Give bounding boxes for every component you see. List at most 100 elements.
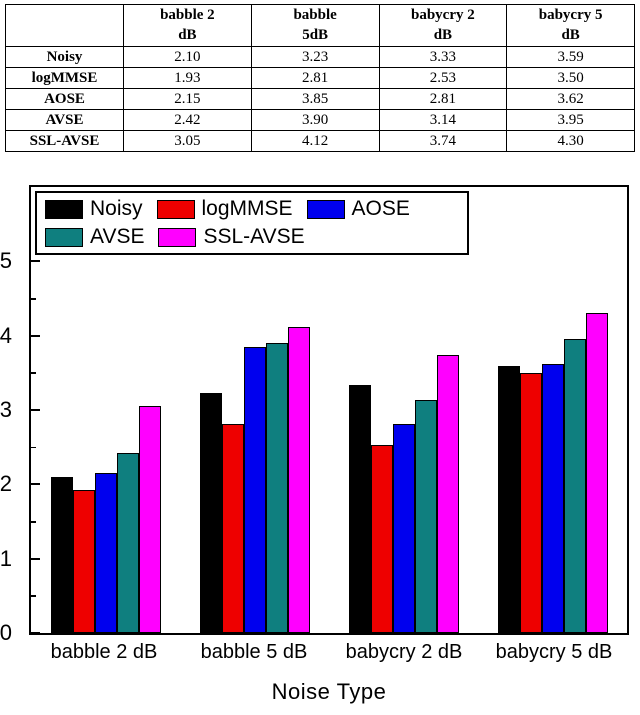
bar-group-4 [478,187,627,633]
table-cell-value: 3.62 [506,88,635,110]
legend-label: logMMSE [201,197,293,220]
x-category-labels: babble 2 dB babble 5 dB babycry 2 dB babycr… [29,641,629,664]
legend-label: SSL-AVSE [203,225,305,248]
table-cell-value: 3.23 [250,46,380,68]
table-cell-value: 3.14 [378,109,508,131]
y-tick-label: 3 [0,397,12,422]
bar-group-3 [329,187,478,633]
table-cell-value: 2.42 [123,109,252,131]
legend-swatch-logmmse [156,199,195,219]
table-row-label: AVSE [5,109,124,131]
table-cell-value: 3.74 [378,130,508,152]
legend-item-aose: AOSE [306,195,410,223]
bar-logmmse [519,372,542,633]
table-row-label: AOSE [5,88,124,110]
bar-ssl-avse [287,326,310,633]
table-cell-value: 3.95 [506,109,635,131]
y-major-tick [31,409,40,411]
bar-chart: Noisy logMMSE AOSE AVSE SSL-AVSE 0 1 2 3 4 5 babb… [0,183,640,715]
bar-avse [116,453,139,633]
bar-groups [31,187,627,633]
table-cell-value: 1.93 [123,67,252,89]
table-corner-cell [5,4,124,47]
table-cell-value: 4.12 [250,130,380,152]
y-minor-tick [31,595,36,597]
bar-noisy [348,385,371,633]
table-cell-value: 3.85 [250,88,380,110]
table-column-header: babble 2 dB [123,4,252,47]
y-tick-label: 1 [0,545,12,571]
y-minor-tick [31,521,36,523]
bar-aose [94,473,117,633]
table-header-row: babble 2 dB babble 5dB babycry 2 dB babycry… [5,4,635,47]
table-cell-value: 2.53 [378,67,508,89]
x-category-label: babble 5 dB [200,641,308,663]
legend-swatch-aose [306,199,345,219]
y-minor-tick [31,446,36,449]
x-category-label: babycry 5 dB [495,641,613,663]
table-cell-value: 2.15 [123,88,252,110]
y-minor-tick [31,372,36,374]
bar-avse [265,343,288,633]
bar-logmmse [72,489,95,633]
bar-ssl-avse [138,406,161,633]
table-cell-value: 3.90 [250,109,380,131]
y-major-tick [31,260,40,263]
x-category-label: babycry 2 dB [345,641,463,663]
table-row-label: Noisy [5,46,124,68]
results-table-section: babble 2 dB babble 5dB babycry 2 dB babycry… [0,0,640,152]
table-row-label: logMMSE [5,67,124,89]
results-table: babble 2 dB babble 5dB babycry 2 dB babycry… [5,4,635,152]
legend-label: Noisy [90,197,143,220]
y-tick-label: 0 [0,620,12,645]
bar-logmmse [221,424,244,633]
legend-item-logmmse: logMMSE [156,195,293,223]
bar-noisy [50,476,73,633]
legend-swatch-ssl-avse [158,227,197,247]
y-major-tick [31,334,40,337]
y-tick-label: 2 [0,471,12,497]
table-cell-value: 3.50 [506,67,635,89]
legend-label: AOSE [351,197,410,220]
legend-item-noisy: Noisy [45,195,143,223]
y-major-tick [31,632,40,634]
table-cell-value: 4.30 [506,130,635,152]
table-cell-value: 2.10 [123,46,252,68]
y-tick-label: 5 [0,248,12,274]
legend-swatch-avse [45,227,83,247]
y-minor-tick [31,298,36,300]
legend-item-ssl-avse: SSL-AVSE [158,223,305,251]
table-row: SSL-AVSE 3.05 4.12 3.74 4.30 [5,130,635,152]
table-column-header: babycry 2 dB [378,4,508,47]
y-major-tick [31,483,40,486]
chart-legend: Noisy logMMSE AOSE AVSE SSL-AVSE [35,191,469,255]
legend-swatch-noisy [45,199,83,219]
table-cell-value: 2.81 [250,67,380,89]
plot-area: Noisy logMMSE AOSE AVSE SSL-AVSE 0 1 2 3 4 5 [0,185,629,644]
y-major-tick [31,557,40,560]
bar-logmmse [370,444,393,633]
table-row: AVSE 2.42 3.90 3.14 3.95 [5,109,635,131]
bar-ssl-avse [436,355,459,633]
bar-avse [414,399,437,633]
results-table-head: babble 2 dB babble 5dB babycry 2 dB babycry… [5,4,635,47]
table-row-label: SSL-AVSE [5,130,124,152]
table-cell-value: 2.81 [378,88,508,110]
table-row: Noisy 2.10 3.23 3.33 3.59 [5,46,635,68]
table-cell-value: 3.05 [123,130,252,152]
legend-label: AVSE [90,225,145,248]
table-cell-value: 3.59 [506,46,635,68]
bar-group-2 [180,187,329,633]
y-tick-label: 4 [0,322,12,348]
table-column-header: babble 5dB [250,4,380,47]
table-cell-value: 3.33 [378,46,508,68]
bar-noisy [199,392,222,633]
x-category-label: babble 2 dB [50,641,158,663]
bar-noisy [497,366,520,633]
table-column-header: babycry 5 dB [506,4,635,47]
results-table-body: Noisy 2.10 3.23 3.33 3.59 logMMSE 1.93 2.81 2.53… [5,46,635,152]
legend-item-avse: AVSE [45,223,144,251]
table-row: logMMSE 1.93 2.81 2.53 3.50 [5,67,635,89]
bar-aose [392,424,415,633]
